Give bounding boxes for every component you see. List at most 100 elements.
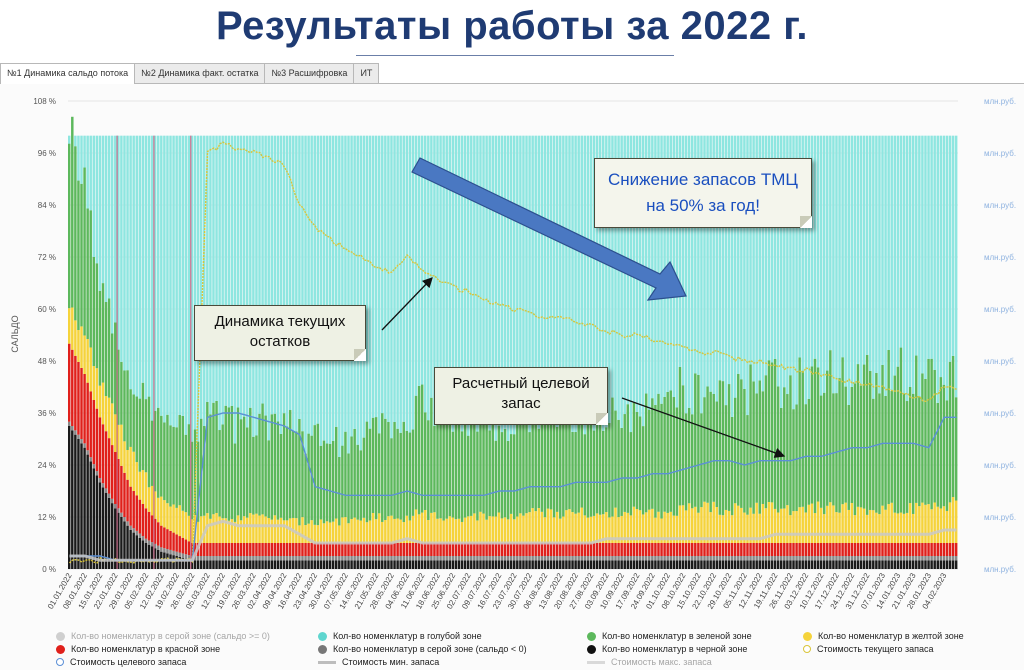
bar-segment-blue bbox=[540, 135, 544, 397]
tab-breakdown[interactable]: №3 Расшифровка bbox=[264, 63, 355, 83]
bar-segment-red bbox=[331, 543, 335, 556]
bar-segment-red bbox=[684, 543, 688, 556]
bar-segment-blue bbox=[86, 135, 89, 209]
bar-segment-red bbox=[789, 543, 792, 556]
bar-segment-red bbox=[187, 541, 191, 556]
bar-segment-black bbox=[663, 560, 666, 569]
bar-segment-green bbox=[525, 420, 528, 514]
bar-segment-black bbox=[887, 560, 890, 569]
bar-segment-red bbox=[675, 543, 679, 556]
bar-segment-green bbox=[236, 407, 240, 516]
y2-tick-label: млн.руб. bbox=[984, 461, 1016, 470]
bar-segment-red bbox=[117, 458, 120, 509]
bar-segment-black bbox=[872, 560, 875, 569]
bar-segment-red bbox=[313, 543, 316, 556]
bar-segment-red bbox=[282, 543, 286, 556]
legend-item[interactable]: Кол-во номенклатур в черной зоне bbox=[587, 644, 747, 654]
bar-segment-black bbox=[617, 560, 620, 569]
bar-segment-blue bbox=[675, 135, 679, 408]
bar-segment-blue bbox=[911, 135, 915, 394]
bar-segment-green bbox=[565, 400, 568, 511]
bar-segment-yellow bbox=[328, 522, 332, 543]
bar-segment-red bbox=[838, 543, 841, 556]
bar-segment-green bbox=[381, 413, 384, 522]
legend-ring-icon bbox=[803, 645, 811, 653]
bar-segment-red bbox=[519, 543, 522, 556]
bar-segment-blue bbox=[249, 135, 252, 408]
bar-segment-black bbox=[101, 487, 105, 569]
legend-item[interactable]: Стоимость целевого запаса bbox=[56, 657, 186, 667]
bar-segment-blue bbox=[371, 135, 375, 418]
bar-segment-gray_neg bbox=[71, 426, 74, 431]
tab-actual-balance[interactable]: №2 Динамика факт. остатка bbox=[134, 63, 266, 83]
bar-segment-black bbox=[598, 560, 602, 569]
legend-item[interactable]: Кол-во номенклатур в красной зоне bbox=[56, 644, 220, 654]
bar-segment-green bbox=[249, 407, 252, 514]
bar-segment-blue bbox=[666, 135, 669, 392]
bar-segment-green bbox=[795, 404, 798, 512]
bar-segment-green bbox=[117, 349, 120, 425]
bar-segment-yellow bbox=[712, 501, 715, 543]
legend-item[interactable]: Стоимость текущего запаса bbox=[803, 644, 934, 654]
bar-segment-red bbox=[114, 452, 117, 504]
bar-segment-green bbox=[420, 384, 424, 513]
bar-segment-gray_neg bbox=[589, 556, 593, 561]
bar-segment-red bbox=[534, 543, 537, 556]
bar-segment-red bbox=[565, 543, 568, 556]
bar-segment-gray_neg bbox=[715, 556, 719, 561]
bar-segment-black bbox=[328, 560, 332, 569]
bar-segment-yellow bbox=[691, 508, 694, 543]
bar-segment-black bbox=[853, 560, 857, 569]
bar-segment-yellow bbox=[153, 491, 157, 519]
bar-segment-blue bbox=[559, 135, 562, 419]
bar-segment-yellow bbox=[678, 505, 682, 543]
bar-segment-black bbox=[316, 560, 320, 569]
bar-segment-black bbox=[199, 560, 203, 569]
bar-segment-yellow bbox=[942, 506, 946, 543]
bar-segment-gray_neg bbox=[614, 556, 617, 561]
bar-segment-gray_neg bbox=[485, 556, 488, 561]
bar-segment-blue bbox=[503, 135, 507, 429]
legend-item[interactable]: Кол-во номенклатур в зеленой зоне bbox=[587, 631, 752, 641]
bar-segment-gray_neg bbox=[770, 556, 774, 561]
bar-segment-black bbox=[325, 560, 329, 569]
bar-segment-red bbox=[697, 543, 700, 556]
bar-segment-blue bbox=[927, 135, 930, 359]
bar-segment-blue bbox=[433, 135, 436, 426]
tab-it[interactable]: ИТ bbox=[353, 63, 380, 83]
legend-item[interactable]: Кол-во номенклатур в желтой зоне bbox=[803, 631, 964, 641]
bar-segment-gray_neg bbox=[350, 556, 353, 561]
bar-segment-blue bbox=[298, 135, 301, 419]
bar-segment-black bbox=[454, 560, 458, 569]
bar-segment-black bbox=[224, 560, 227, 569]
bar-segment-gray_neg bbox=[773, 556, 777, 561]
bar-segment-red bbox=[224, 543, 227, 556]
bar-segment-black bbox=[80, 443, 83, 569]
bar-segment-black bbox=[930, 560, 933, 569]
bar-segment-green bbox=[451, 431, 455, 518]
y-tick-label: 36 % bbox=[38, 409, 56, 418]
legend-label: Стоимость мин. запаса bbox=[342, 657, 440, 667]
legend-item[interactable]: Кол-во номенклатур в серой зоне (сальдо … bbox=[56, 631, 270, 641]
bar-segment-red bbox=[555, 543, 559, 556]
bar-segment-green bbox=[187, 424, 191, 516]
bar-segment-black bbox=[783, 560, 786, 569]
legend-item[interactable]: Стоимость мин. запаса bbox=[318, 657, 439, 667]
tab-saldo-flow[interactable]: №1 Динамика сальдо потока bbox=[0, 63, 136, 84]
bar-segment-gray_neg bbox=[583, 556, 587, 561]
bar-segment-red bbox=[295, 543, 298, 556]
bar-segment-green bbox=[285, 426, 289, 521]
bar-segment-green bbox=[92, 257, 96, 367]
bar-segment-red bbox=[749, 543, 752, 556]
bar-segment-black bbox=[715, 560, 719, 569]
bar-segment-blue bbox=[770, 135, 774, 363]
legend-item[interactable]: Кол-во номенклатур в голубой зоне bbox=[318, 631, 482, 641]
bar-segment-blue bbox=[135, 135, 138, 397]
bar-segment-gray_neg bbox=[135, 530, 138, 536]
bar-segment-blue bbox=[875, 135, 878, 373]
bar-segment-gray_neg bbox=[798, 556, 801, 561]
legend-item[interactable]: Стоимость макс. запаса bbox=[587, 657, 712, 667]
callout-fold-icon bbox=[354, 349, 366, 361]
legend-item[interactable]: Кол-во номенклатур в серой зоне (сальдо … bbox=[318, 644, 527, 654]
bar-segment-red bbox=[887, 543, 890, 556]
